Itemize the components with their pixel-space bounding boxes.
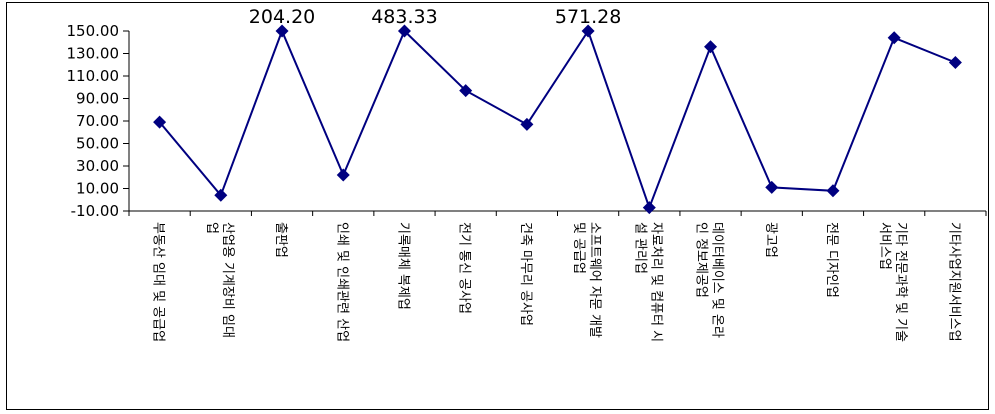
y-tick-label: 150.00 [67, 22, 120, 40]
data-point [887, 31, 901, 45]
data-point [520, 117, 534, 131]
x-category-label: 전기 통신 공사업 [457, 222, 472, 314]
x-category-label: 기록매체 복제업 [395, 222, 410, 310]
data-point [336, 168, 350, 182]
x-category-label-line: 부동산 임대 및 공급업 [151, 222, 166, 342]
x-category-label-line: 광고업 [763, 222, 778, 258]
y-tick-label: -10.00 [71, 202, 119, 220]
y-tick-label: 110.00 [67, 67, 120, 85]
x-category-label-line: 데이터베이스 및 온라 [710, 222, 725, 338]
chart-frame [6, 2, 989, 410]
x-category-label: 소프트웨어 자문 개발및 공급업 [571, 222, 602, 338]
data-point [275, 24, 289, 38]
data-point [642, 201, 656, 215]
x-category-label-line: 전문 디자인업 [824, 222, 839, 298]
x-category-label-line: 및 공급업 [571, 222, 586, 274]
x-category-label-line: 인 정보제공업 [694, 222, 709, 298]
x-category-label-line: 산업용 기계장비 임대 [220, 222, 235, 338]
capped-value-label: 483.33 [371, 6, 437, 28]
x-category-label-line: 출판업 [273, 222, 288, 258]
y-tick-label: 130.00 [67, 45, 120, 63]
x-category-label-line: 서비스업 [877, 222, 892, 270]
data-point [397, 24, 411, 38]
x-category-label-line: 기타사업지원서비스업 [946, 222, 961, 342]
capped-value-label: 571.28 [555, 6, 621, 28]
y-tick-label: 90.00 [76, 90, 119, 108]
x-category-label-line: 기타 전문과학 및 기술 [893, 222, 908, 342]
x-category-label-line: 자료처리 및 컴퓨터 시 [648, 222, 663, 342]
x-category-label-line: 건축 마무리 공사업 [518, 222, 533, 326]
data-point [459, 84, 473, 98]
data-point [153, 115, 167, 129]
capped-value-label: 204.20 [249, 6, 315, 28]
x-category-label: 자료처리 및 컴퓨터 시설 관리업 [632, 222, 663, 342]
data-point [765, 180, 779, 194]
y-tick-label: 70.00 [76, 112, 119, 130]
y-tick-label: 30.00 [76, 157, 119, 175]
x-category-label-line: 인쇄 및 인쇄관련 산업 [334, 222, 349, 342]
x-category-label-line: 소프트웨어 자문 개발 [587, 222, 602, 338]
series-line [158, 28, 956, 211]
x-category-label-line: 업 [204, 222, 219, 234]
data-point [704, 40, 718, 54]
x-category-label: 출판업 [273, 222, 288, 258]
x-category-label-line: 설 관리업 [632, 222, 647, 274]
x-category-label: 건축 마무리 공사업 [518, 222, 533, 326]
y-tick-label: 10.00 [76, 180, 119, 198]
data-point [581, 24, 595, 38]
data-point [948, 56, 962, 69]
x-category-label: 산업용 기계장비 임대업 [204, 222, 235, 338]
x-category-label: 부동산 임대 및 공급업 [151, 222, 166, 342]
x-category-label: 기타사업지원서비스업 [946, 222, 961, 342]
data-point [214, 188, 228, 202]
x-category-label: 광고업 [763, 222, 778, 258]
y-tick-label: 50.00 [76, 135, 119, 153]
x-category-label-line: 전기 통신 공사업 [457, 222, 472, 314]
x-category-label: 인쇄 및 인쇄관련 산업 [334, 222, 349, 342]
x-category-label: 전문 디자인업 [824, 222, 839, 298]
x-category-label-line: 기록매체 복제업 [395, 222, 410, 310]
x-category-label: 데이터베이스 및 온라인 정보제공업 [694, 222, 725, 338]
data-point [826, 184, 840, 198]
